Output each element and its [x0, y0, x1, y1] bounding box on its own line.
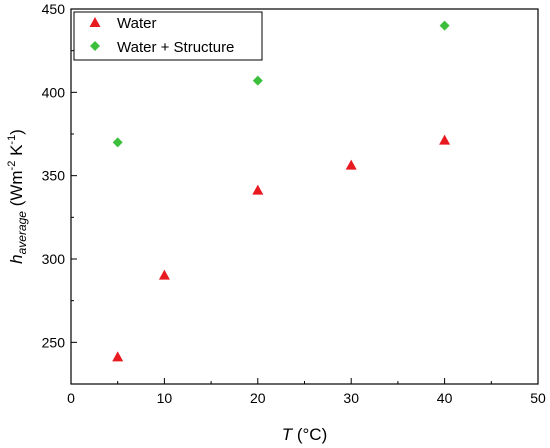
data-point-water-40 [439, 134, 451, 145]
y-tick-label-400: 400 [42, 84, 66, 100]
data-point-water-20 [252, 184, 264, 195]
x-tick-label-0: 0 [67, 390, 75, 406]
x-tick-label-10: 10 [157, 390, 173, 406]
data-point-water-structure-5 [112, 137, 123, 148]
y-tick-label-250: 250 [42, 334, 66, 350]
plot-frame [70, 8, 539, 385]
x-tick-label-40: 40 [437, 390, 453, 406]
y-axis-title: haverage (Wm-2 K-1) [6, 129, 29, 264]
x-tick-label-30: 30 [343, 390, 359, 406]
x-axis-title: T (°C) [282, 425, 328, 444]
legend-label-water: Water [117, 15, 156, 32]
legend-marker-water [89, 17, 101, 27]
ticks: 0 10 20 30 40 50 250 300 350 400 450 [42, 1, 546, 406]
legend-marker-water-structure [90, 41, 100, 51]
data-marks [112, 20, 451, 362]
y-tick-label-450: 450 [42, 1, 66, 17]
legend-box [73, 11, 263, 61]
data-point-water-structure-40 [439, 20, 450, 31]
data-point-water-10 [158, 269, 170, 280]
data-point-water-5 [112, 351, 124, 362]
legend-label-water-structure: Water + Structure [117, 39, 234, 56]
data-point-water-structure-20 [252, 75, 263, 86]
y-tick-label-300: 300 [42, 251, 66, 267]
data-point-water-30 [345, 159, 357, 170]
x-tick-label-50: 50 [530, 390, 546, 406]
x-tick-label-20: 20 [250, 390, 266, 406]
y-tick-label-350: 350 [42, 168, 66, 184]
legend: Water Water + Structure [73, 11, 263, 61]
